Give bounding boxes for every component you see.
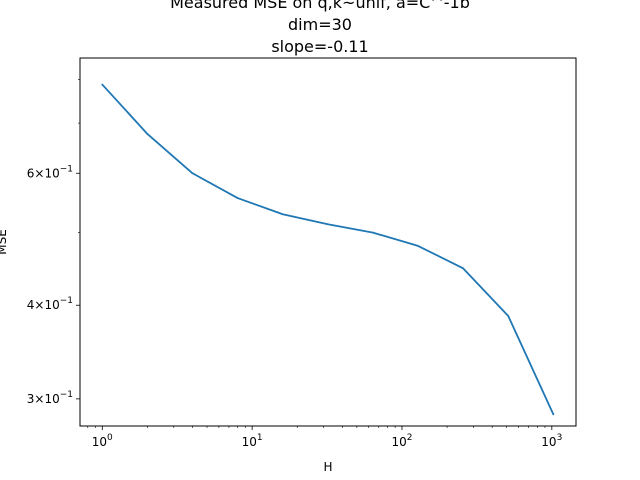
data-point [326,223,329,226]
data-point [462,267,465,270]
chart-title: Measured MSE on q,k~unif, a=C^-1b dim=30 s… [170,0,470,56]
y-tick-label: 4×10−1 [27,296,73,312]
x-tick-label: 101 [242,433,263,449]
axes-frame [79,57,577,427]
y-tick-label: 3×10−1 [27,390,73,406]
series-line [101,83,555,415]
x-tick-label: 103 [541,433,562,449]
x-axis-label: H [323,460,332,474]
chart-title-line: dim=30 [288,15,352,34]
data-point [101,83,104,86]
data-point [507,315,510,317]
y-axis-label: MSE [0,229,9,255]
plot-area [101,83,555,416]
y-tick-label: 6×10−1 [27,164,73,180]
chart-title-line: Measured MSE on q,k~unif, a=C^-1b [170,0,470,12]
axes: 100 101 102 103 3×10−1 4×10−1 6×10−1 [27,57,577,449]
x-tick-label: 102 [391,433,412,449]
data-point [146,133,149,135]
x-tick-label: 100 [92,433,113,449]
data-point [417,244,419,247]
data-point [236,197,239,199]
data-point [191,172,194,175]
chart-title-line: slope=-0.11 [271,37,368,56]
data-point [552,413,555,416]
data-point [372,231,374,234]
data-point [281,213,284,216]
